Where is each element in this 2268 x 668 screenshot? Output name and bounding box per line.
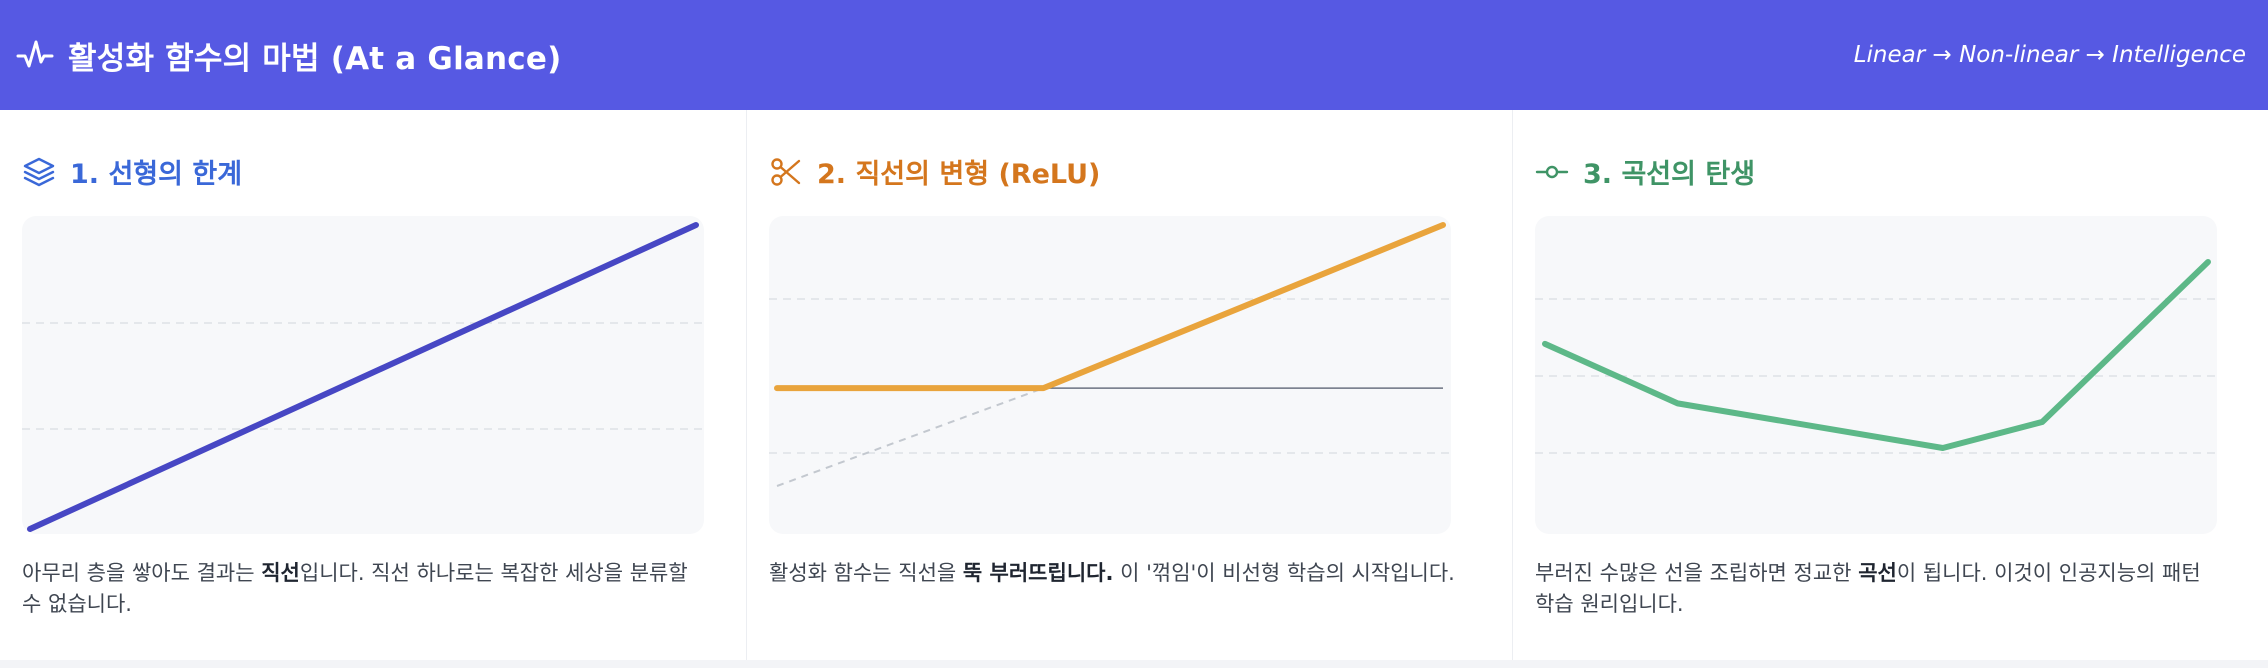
curve-line — [1542, 259, 2211, 451]
header-subtitle: Linear → Non-linear → Intelligence — [1853, 42, 2246, 68]
panel-header: 1. 선형의 한계 — [22, 152, 242, 191]
dashed-original-line — [776, 387, 1044, 487]
header-bar: 활성화 함수의 마법 (At a Glance) Linear → Non-li… — [0, 0, 2268, 110]
panel-description: 아무리 층을 쌓아도 결과는 직선입니다. 직선 하나로는 복잡한 세상을 분류… — [22, 558, 712, 620]
panel-title: 2. 직선의 변형 (ReLU) — [817, 159, 1101, 190]
page-title: 활성화 함수의 마법 (At a Glance) — [68, 40, 562, 77]
panel-header: 3. 곡선의 탄생 — [1535, 152, 1755, 191]
description-text-end: 이 '꺾임'이 비선형 학습의 시작입니다. — [1113, 561, 1455, 585]
activity-icon — [16, 40, 54, 68]
relu-line — [774, 222, 1446, 392]
panel-description: 활성화 함수는 직선을 뚝 부러뜨립니다. 이 '꺾임'이 비선형 학습의 시작… — [769, 558, 1459, 589]
panel-curve-birth: 3. 곡선의 탄생 부러진 수많은 선을 조립하면 정교한 곡선이 됩니다. 이… — [1513, 110, 2268, 660]
panel-relu: 2. 직선의 변형 (ReLU) 활성화 함수는 직선을 뚝 부러뜨립니다. 이… — [747, 110, 1513, 660]
description-bold: 뚝 부러뜨립니다. — [962, 561, 1114, 585]
chart-relu — [769, 216, 1451, 534]
description-bold: 직선 — [261, 561, 300, 585]
panel-title: 1. 선형의 한계 — [70, 159, 243, 190]
chart-curve — [1535, 216, 2217, 534]
panel-header: 2. 직선의 변형 (ReLU) — [769, 152, 1100, 191]
commit-icon — [1535, 165, 1569, 178]
panel-linear-limit: 1. 선형의 한계 아무리 층을 쌓아도 결과는 직선입니다. 직선 하나로는 … — [0, 110, 747, 660]
panels: 1. 선형의 한계 아무리 층을 쌓아도 결과는 직선입니다. 직선 하나로는 … — [0, 110, 2268, 660]
description-text: 아무리 층을 쌓아도 결과는 — [22, 561, 262, 585]
description-text-end: 입니다. 직선 하나로는 복잡한 세상을 분류할 수 없습니다. — [22, 561, 688, 616]
description-text: 활성화 함수는 직선을 — [769, 561, 963, 585]
header-title-group: 활성화 함수의 마법 (At a Glance) — [16, 33, 561, 78]
description-bold: 곡선 — [1858, 561, 1897, 585]
layers-icon — [23, 157, 55, 186]
chart-linear — [22, 216, 704, 534]
chart-svg — [22, 222, 704, 532]
scissors-icon — [771, 157, 801, 186]
chart-svg — [1535, 259, 2217, 454]
description-text: 부러진 수많은 선을 조립하면 정교한 — [1535, 561, 1859, 585]
chart-svg — [769, 222, 1451, 487]
description-text-end: 이 됩니다. 이것이 인공지능의 패턴 학습 원리입니다. — [1535, 561, 2201, 616]
series-line — [27, 222, 699, 532]
panel-description: 부러진 수많은 선을 조립하면 정교한 곡선이 됩니다. 이것이 인공지능의 패… — [1535, 558, 2225, 620]
bottom-border — [0, 660, 2268, 668]
panel-title: 3. 곡선의 탄생 — [1583, 159, 1756, 190]
